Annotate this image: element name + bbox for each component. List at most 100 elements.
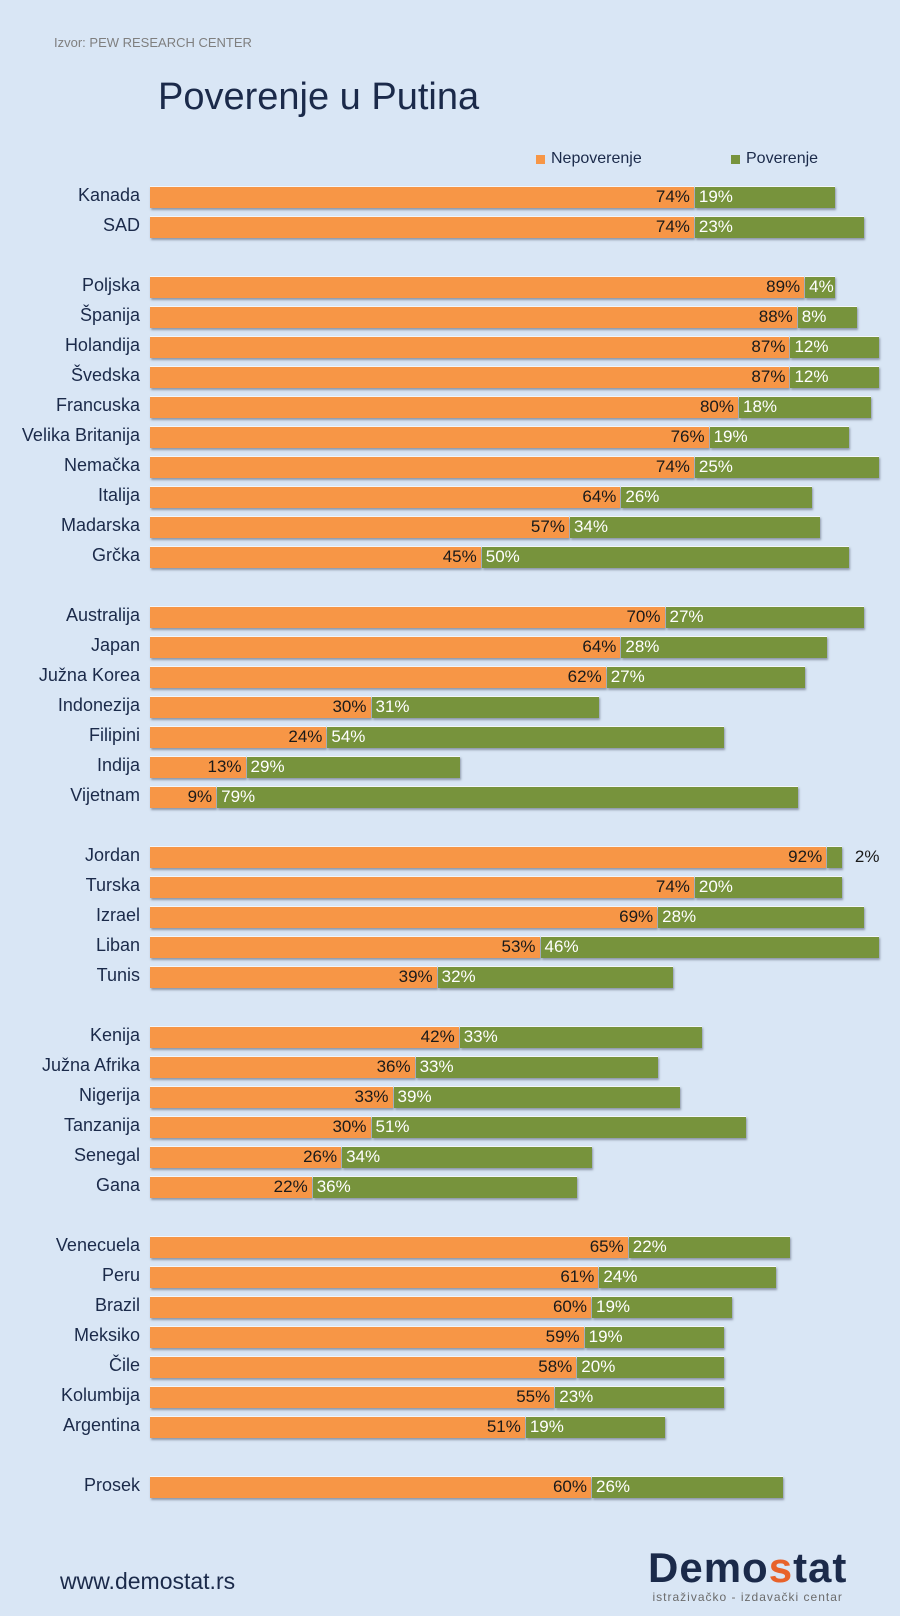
value-label-nepoverenje: 39% <box>398 967 433 986</box>
bar-poverenje <box>592 1296 732 1318</box>
value-label-poverenje: 27% <box>610 667 645 686</box>
bar-poverenje <box>569 516 820 538</box>
bar-poverenje <box>584 1326 725 1348</box>
value-label-nepoverenje: 55% <box>516 1387 551 1406</box>
country-label: SAD <box>102 215 140 235</box>
chart-title: Poverenje u Putina <box>158 76 480 118</box>
logo-part-1: Demo <box>648 1544 769 1591</box>
value-label-poverenje: 39% <box>397 1087 432 1106</box>
value-label-nepoverenje: 30% <box>332 697 367 716</box>
bar-nepoverenje <box>150 486 621 508</box>
value-label-poverenje: 22% <box>632 1237 667 1256</box>
country-label: Holandija <box>64 335 140 355</box>
bar-poverenje <box>621 636 828 658</box>
country-label: Izrael <box>95 905 140 925</box>
logo-tagline: istraživačko - izdavački centar <box>652 1590 843 1604</box>
bar-nepoverenje <box>150 726 327 748</box>
logo-wordmark: Demostat <box>648 1546 847 1590</box>
value-label-poverenje: 23% <box>559 1387 594 1406</box>
value-label-poverenje: 51% <box>375 1117 410 1136</box>
bar-poverenje <box>621 486 813 508</box>
country-label: Južna Afrika <box>41 1055 140 1075</box>
bar-poverenje <box>694 186 835 208</box>
bar-poverenje <box>658 906 864 928</box>
value-label-nepoverenje: 70% <box>626 607 661 626</box>
bar-poverenje <box>606 666 806 688</box>
country-label: Indonezija <box>57 695 140 715</box>
country-label: Tanzanija <box>63 1115 140 1135</box>
country-label: Nigerija <box>78 1085 140 1105</box>
bar-nepoverenje <box>150 546 481 568</box>
value-label-poverenje: 31% <box>375 697 410 716</box>
bar-poverenje <box>525 1416 666 1438</box>
country-label: Čile <box>108 1355 140 1375</box>
value-label-nepoverenje: 69% <box>619 907 654 926</box>
bar-poverenje <box>805 276 835 298</box>
bar-poverenje <box>437 966 673 988</box>
bar-poverenje <box>327 726 725 748</box>
bar-nepoverenje <box>150 1416 525 1438</box>
bar-nepoverenje <box>150 276 805 298</box>
value-label-poverenje: 12% <box>794 337 829 356</box>
value-label-nepoverenje: 33% <box>354 1087 389 1106</box>
country-label: Jordan <box>84 845 140 865</box>
value-label-poverenje: 19% <box>698 187 733 206</box>
bar-poverenje <box>665 606 864 628</box>
bar-nepoverenje <box>150 1056 415 1078</box>
country-label: Južna Korea <box>38 665 140 685</box>
bar-nepoverenje <box>150 366 790 388</box>
bar-nepoverenje <box>150 876 694 898</box>
bar-poverenje <box>739 396 872 418</box>
bar-nepoverenje <box>150 1236 628 1258</box>
value-label-poverenje: 23% <box>698 217 733 236</box>
value-label-poverenje: 79% <box>221 787 256 806</box>
bar-nepoverenje <box>150 1086 393 1108</box>
bar-nepoverenje <box>150 186 694 208</box>
value-label-poverenje: 24% <box>603 1267 638 1286</box>
bar-poverenje <box>371 1116 747 1138</box>
value-label-nepoverenje: 24% <box>288 727 323 746</box>
bar-nepoverenje <box>150 606 665 628</box>
bar-poverenje <box>599 1266 776 1288</box>
value-label-nepoverenje: 60% <box>552 1297 587 1316</box>
country-label: Liban <box>95 935 140 955</box>
country-label: Kolumbija <box>60 1385 140 1405</box>
bar-nepoverenje <box>150 306 797 328</box>
value-label-nepoverenje: 64% <box>582 637 617 656</box>
value-label-poverenje: 20% <box>698 877 733 896</box>
bar-nepoverenje <box>150 1146 342 1168</box>
value-label-nepoverenje: 62% <box>567 667 602 686</box>
bar-poverenje <box>592 1476 784 1498</box>
country-label: Madarska <box>60 515 140 535</box>
value-label-nepoverenje: 87% <box>751 367 786 386</box>
bar-poverenje <box>555 1386 725 1408</box>
bar-nepoverenje <box>150 396 738 418</box>
bar-poverenje <box>790 366 879 388</box>
value-label-poverenje: 46% <box>544 937 579 956</box>
bar-nepoverenje <box>150 1116 371 1138</box>
value-label-nepoverenje: 51% <box>486 1417 521 1436</box>
country-label: Velika Britanija <box>21 425 140 445</box>
value-label-poverenje: 33% <box>419 1057 454 1076</box>
value-label-poverenje: 20% <box>581 1357 616 1376</box>
value-label-nepoverenje: 60% <box>552 1477 587 1496</box>
bar-poverenje <box>694 456 879 478</box>
bar-poverenje <box>415 1056 659 1078</box>
value-label-nepoverenje: 74% <box>655 217 690 236</box>
value-label-nepoverenje: 42% <box>420 1027 455 1046</box>
bar-nepoverenje <box>150 786 217 808</box>
value-label-poverenje: 19% <box>529 1417 564 1436</box>
value-label-nepoverenje: 76% <box>670 427 705 446</box>
value-label-poverenje: 32% <box>441 967 476 986</box>
country-label: Turska <box>85 875 140 895</box>
value-label-nepoverenje: 13% <box>207 757 242 776</box>
logo-accent: s <box>768 1544 794 1591</box>
country-label: Prosek <box>83 1475 140 1495</box>
value-label-poverenje: 19% <box>596 1297 631 1316</box>
bar-nepoverenje <box>150 756 246 778</box>
value-label-poverenje: 12% <box>794 367 829 386</box>
value-label-poverenje: 28% <box>625 637 660 656</box>
country-label: Indija <box>96 755 140 775</box>
footer-url: www.demostat.rs <box>60 1568 236 1594</box>
